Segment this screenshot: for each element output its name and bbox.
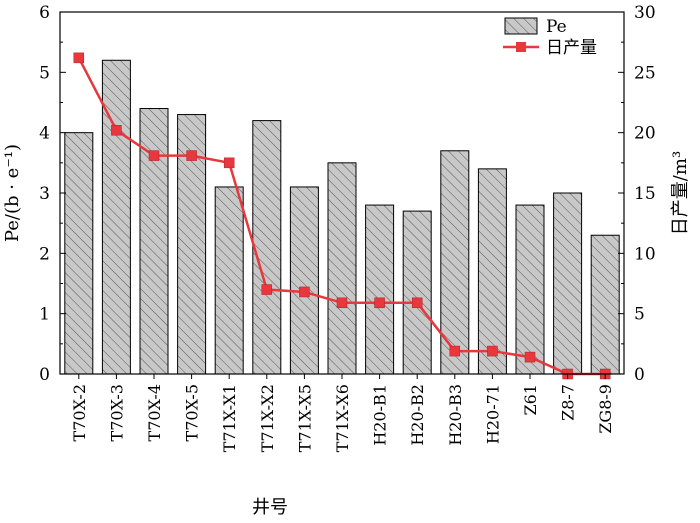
x-tick-label: T71X-X5 <box>295 384 314 452</box>
x-tick-label: H20-71 <box>483 384 502 444</box>
marker-daily-output-H20-71 <box>487 345 498 357</box>
x-tick-label: T70X-5 <box>183 384 202 441</box>
marker-daily-output-T70X-2 <box>73 52 85 64</box>
y-right-tick-label: 0 <box>634 365 645 385</box>
legend-swatch-pe <box>504 17 538 35</box>
marker-daily-output-T71X-X5 <box>299 286 310 298</box>
x-tick-label: T70X-4 <box>145 384 164 441</box>
y-right-tick-label: 15 <box>634 184 656 204</box>
x-tick-label: T70X-3 <box>107 384 126 441</box>
y-left-tick-label: 3 <box>39 184 50 204</box>
y-left-tick-label: 6 <box>39 3 50 23</box>
bar-pe-H20-71 <box>477 168 507 375</box>
y-left-tick-label: 0 <box>39 365 50 385</box>
legend-label-daily-output: 日产量 <box>546 38 597 58</box>
marker-daily-output-T71X-X2 <box>261 284 273 295</box>
bar-pe-T70X-3 <box>101 59 131 375</box>
x-tick-label: T71X-X2 <box>258 384 277 452</box>
x-tick-label: H20-B1 <box>371 384 390 446</box>
bar-pe-ZG8-9 <box>590 234 620 375</box>
x-axis-title: 井号 <box>252 497 288 518</box>
bar-pe-T71X-X5 <box>289 186 319 375</box>
x-tick-label: T70X-2 <box>70 384 89 441</box>
marker-daily-output-T71X-X6 <box>336 297 348 309</box>
bar-pe-T71X-X1 <box>214 186 244 375</box>
x-tick-label: ZG8-9 <box>596 384 615 434</box>
y-right-tick-label: 25 <box>634 63 656 83</box>
bar-pe-T71X-X2 <box>252 120 282 375</box>
marker-daily-output-H20-B1 <box>374 297 385 309</box>
x-tick-label: T71X-X6 <box>333 384 352 452</box>
marker-daily-output-T70X-4 <box>148 150 160 161</box>
y-right-tick-label: 5 <box>634 305 645 325</box>
x-tick-label: H20-B3 <box>446 384 465 446</box>
y-left-tick-label: 4 <box>39 124 50 144</box>
legend-marker-daily-output <box>516 42 526 52</box>
marker-daily-output-T70X-5 <box>186 150 197 161</box>
legend-label-pe: Pe <box>546 17 567 37</box>
marker-daily-output-T70X-3 <box>111 125 122 136</box>
bar-pe-Z61 <box>515 204 545 375</box>
y-left-tick-label: 2 <box>39 244 50 264</box>
marker-daily-output-H20-B3 <box>449 345 461 357</box>
marker-daily-output-Z61 <box>524 351 536 363</box>
x-tick-label: H20-B2 <box>408 384 427 446</box>
y-right-axis-title: 日产量/m³ <box>670 151 691 235</box>
y-left-axis-title: Pe/(b · e⁻¹) <box>2 144 23 242</box>
bar-pe-H20-B3 <box>440 150 470 375</box>
y-right-tick-label: 10 <box>634 244 656 264</box>
bar-pe-H20-B2 <box>402 210 432 375</box>
y-right-tick-label: 20 <box>634 124 656 144</box>
marker-daily-output-H20-B2 <box>411 297 423 309</box>
bar-pe-H20-B1 <box>365 204 395 375</box>
marker-daily-output-T71X-X1 <box>223 157 235 169</box>
y-left-tick-label: 5 <box>39 63 50 83</box>
bar-pe-Z8-7 <box>553 192 583 375</box>
bar-pe-T71X-X6 <box>327 162 357 375</box>
x-tick-label: T71X-X1 <box>220 384 239 452</box>
x-tick-label: Z61 <box>521 384 540 415</box>
y-right-tick-label: 30 <box>634 3 656 23</box>
x-tick-label: Z8-7 <box>559 384 578 421</box>
y-left-tick-label: 1 <box>39 305 50 325</box>
bar-pe-T70X-2 <box>64 132 94 375</box>
